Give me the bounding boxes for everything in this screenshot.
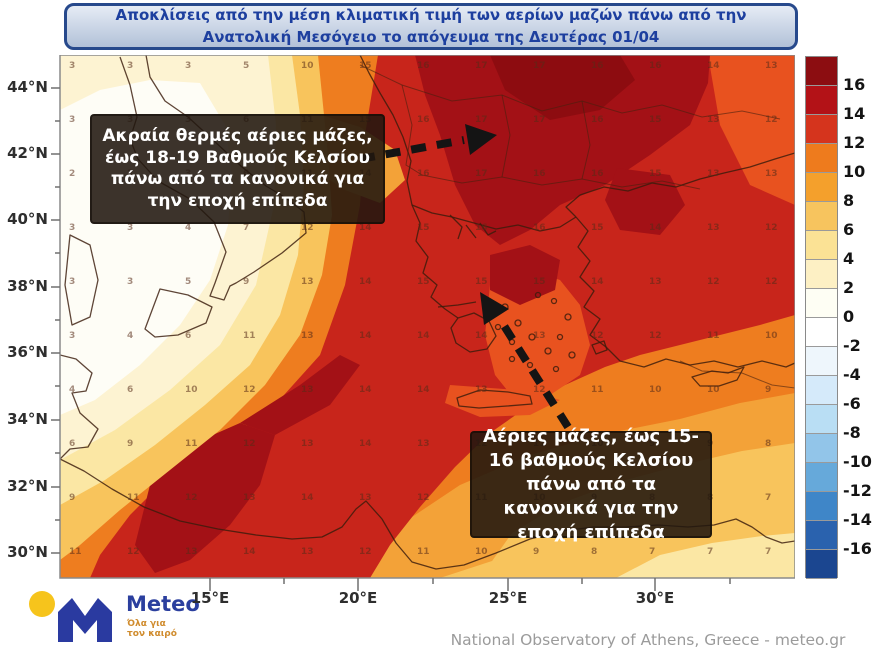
colorbar-tick-label: 4 [843, 249, 855, 268]
colorbar-segment [806, 144, 837, 173]
axis-ticks [51, 87, 731, 591]
colorbar-segment [806, 521, 837, 550]
colorbar-segment [806, 260, 837, 289]
colorbar-segment [806, 289, 837, 318]
logo-sun-icon [29, 591, 55, 617]
map-frame [59, 55, 795, 579]
colorbar-tick-label: 6 [843, 220, 855, 239]
colorbar-segment [806, 376, 837, 405]
lat-label-40°N: 40°N [7, 210, 48, 228]
logo-mark [29, 591, 112, 642]
colorbar-tick-label: -12 [843, 481, 872, 500]
colorbar-tick-label: 10 [843, 162, 866, 181]
lat-label-38°N: 38°N [7, 277, 48, 295]
colorbar-tick-label: -14 [843, 510, 872, 529]
colorbar-segment [806, 347, 837, 376]
lat-label-34°N: 34°N [7, 410, 48, 428]
colorbar-tick-label: 14 [843, 104, 866, 123]
annotation-box-warm-airmass: Αέριες μάζες, έως 15-16 βαθμούς Κελσίου … [470, 426, 712, 543]
colorbar-segment [806, 550, 837, 579]
colorbar-tick-label: -10 [843, 452, 872, 471]
colorbar-tick-label: 12 [843, 133, 866, 152]
lon-label-20°E: 20°E [338, 589, 378, 607]
colorbar-segment [806, 434, 837, 463]
title-banner: Αποκλίσεις από την μέση κλιματική τιμή τ… [64, 3, 798, 50]
logo-m-icon [58, 598, 112, 642]
lat-label-42°N: 42°N [7, 144, 48, 162]
colorbar-segment [806, 202, 837, 231]
colorbar-segment [806, 231, 837, 260]
colorbar-tick-label: -2 [843, 336, 861, 355]
colorbar-segment [806, 463, 837, 492]
colorbar-segment [806, 492, 837, 521]
colorbar-tick-label: -8 [843, 423, 861, 442]
dashed-arrow-northeast [359, 124, 497, 163]
colorbar-tick-label: 16 [843, 75, 866, 94]
annotation-text: Αέριες μάζες, έως 15-16 βαθμούς Κελσίου … [483, 425, 699, 543]
lat-label-36°N: 36°N [7, 343, 48, 361]
colorbar-segment [806, 318, 837, 347]
annotation-box-extreme-heat: Ακραία θερμές αέριες μάζες, έως 18-19 Βα… [90, 114, 385, 224]
colorbar-segment [806, 405, 837, 434]
logo-tagline: Όλα για τον καιρό [127, 619, 177, 639]
lon-label-30°E: 30°E [635, 589, 675, 607]
colorbar-segment [806, 115, 837, 144]
lon-label-15°E: 15°E [190, 589, 230, 607]
colorbar-tick-label: -16 [843, 539, 872, 558]
colorbar-tick-label: -4 [843, 365, 861, 384]
map-title: Αποκλίσεις από την μέση κλιματική τιμή τ… [115, 6, 747, 46]
colorbar-tick-label: 8 [843, 191, 855, 210]
logo-brand-text: Meteo [126, 592, 200, 616]
lat-label-30°N: 30°N [7, 543, 48, 561]
colorbar-segment [806, 86, 837, 115]
meteo-logo [12, 588, 242, 648]
attribution-text: National Observatory of Athens, Greece -… [450, 631, 846, 649]
logo-tagline-line1: Όλα για [127, 619, 166, 629]
border-layer [359, 64, 795, 389]
coastline-layer [60, 55, 795, 570]
logo-tagline-line2: τον καιρό [127, 629, 177, 639]
colorbar-segment [806, 173, 837, 202]
colorbar-segment [806, 57, 837, 86]
colorbar-tick-label: -6 [843, 394, 861, 413]
colorbar-tick-label: 2 [843, 278, 855, 297]
colorbar-tick-label: 0 [843, 307, 855, 326]
dashed-arrow-aegean [480, 292, 572, 430]
colorbar [805, 56, 838, 579]
lon-label-25°E: 25°E [488, 589, 528, 607]
annotation-text: Ακραία θερμές αέριες μάζες, έως 18-19 Βα… [102, 126, 373, 211]
lat-label-32°N: 32°N [7, 477, 48, 495]
lat-label-44°N: 44°N [7, 78, 48, 96]
